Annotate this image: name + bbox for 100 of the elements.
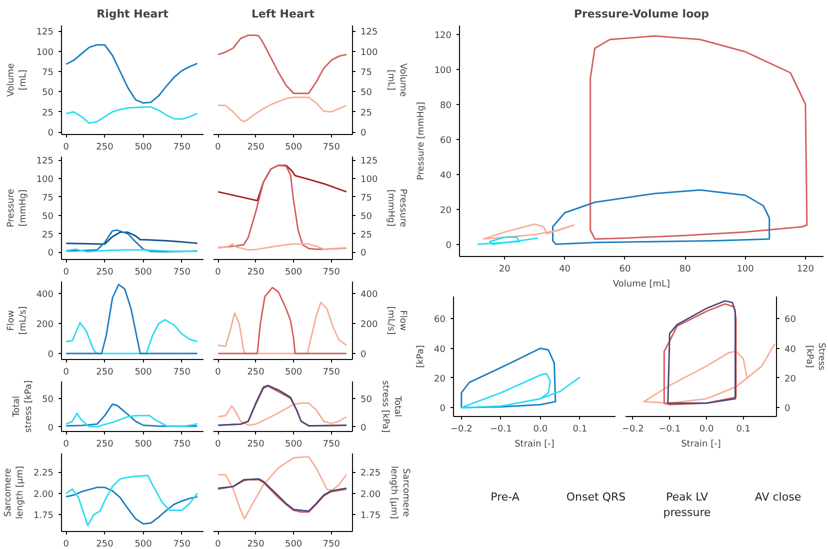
- y2-tick-label: 125: [360, 156, 378, 167]
- x-tick-label: 500: [284, 142, 302, 152]
- x-tick-label: 0.1: [736, 424, 751, 434]
- line-series: [482, 223, 575, 240]
- x-tick-label: 0: [63, 268, 70, 278]
- x-tick-label: 750: [173, 268, 191, 278]
- x-tick-label: 20: [498, 264, 511, 274]
- x-axis-title: Strain [-]: [681, 440, 721, 450]
- y-tick-label: 25: [42, 230, 54, 240]
- line-series: [65, 412, 198, 428]
- x-tick-label: 0: [215, 440, 222, 450]
- line-series: [65, 319, 198, 354]
- y2-tick-label: 2.25: [360, 468, 381, 479]
- x-tick-label: −0.2: [622, 424, 644, 434]
- y2-tick-label: 100: [360, 48, 378, 58]
- y2-tick-label: 100: [360, 175, 378, 186]
- line-series: [590, 35, 808, 240]
- y2-axis-title: Total stress [kPa]: [380, 380, 402, 433]
- y-tick-label: 0: [48, 350, 54, 360]
- x-tick-label: 120: [796, 264, 814, 274]
- line-series: [217, 286, 348, 354]
- y2-tick-label: 400: [360, 290, 378, 300]
- y2-tick-label: 200: [360, 320, 378, 330]
- x-tick-label: 0: [215, 268, 222, 278]
- y2-axis-title: Volume [mL]: [386, 63, 408, 98]
- y-tick-label: 100: [434, 66, 452, 76]
- line-series: [552, 189, 770, 245]
- y2-tick-label: 75: [360, 193, 372, 204]
- y-tick-label: 75: [42, 68, 54, 78]
- y-tick-label: 80: [440, 100, 452, 111]
- x-tick-label: 0.1: [572, 424, 588, 434]
- x-tick-label: 80: [679, 264, 692, 274]
- y-axis-title: [kPa]: [416, 345, 426, 368]
- y-tick-label: 60: [440, 136, 452, 146]
- y2-tick-label: 0: [784, 404, 790, 414]
- line-series: [460, 348, 556, 408]
- x-tick-label: 750: [322, 142, 340, 152]
- y-axis-title: Pressure [mmHg]: [416, 102, 426, 180]
- x-axis-title: Volume [mL]: [612, 280, 670, 290]
- y-tick-label: 2.25: [33, 468, 54, 479]
- line-series: [476, 236, 538, 245]
- y-axis-title: Sarcomere length [μm]: [3, 466, 26, 520]
- y-tick-label: 2.00: [33, 490, 54, 500]
- x-tick-label: 500: [284, 368, 302, 378]
- x-tick-label: 250: [96, 540, 114, 549]
- x-tick-label: 250: [96, 440, 114, 450]
- y2-tick-label: 20: [784, 374, 796, 384]
- x-tick-label: 100: [736, 264, 754, 274]
- y-tick-label: 50: [42, 212, 54, 222]
- x-tick-label: 40: [559, 264, 571, 274]
- y-tick-label: 40: [434, 344, 446, 355]
- x-tick-label: 500: [134, 142, 152, 152]
- y-tick-label: 200: [36, 320, 54, 330]
- x-tick-label: 250: [247, 142, 265, 152]
- line-series: [65, 474, 198, 526]
- x-tick-label: 750: [322, 540, 340, 549]
- line-series: [217, 164, 348, 250]
- chart-title: Pressure-Volume loop: [574, 8, 710, 20]
- x-tick-label: 500: [284, 440, 302, 450]
- line-series: [217, 302, 348, 354]
- y-axis-title: Volume [mL]: [6, 62, 28, 97]
- y-tick-label: 1.75: [33, 511, 54, 522]
- x-tick-label: 750: [173, 540, 191, 549]
- y-axis-title: Pressure [mmHg]: [6, 188, 28, 228]
- y-tick-label: 0: [48, 248, 54, 259]
- y2-tick-label: 0: [360, 350, 366, 360]
- x-tick-label: 750: [173, 440, 191, 450]
- x-tick-label: 250: [247, 540, 265, 549]
- y2-axis-title: Flow [mL/s]: [386, 306, 408, 335]
- y-tick-label: 120: [434, 30, 452, 41]
- y-tick-label: 75: [42, 193, 54, 204]
- y-axis-title: Flow [mL/s]: [6, 306, 28, 335]
- x-tick-label: 500: [134, 440, 152, 450]
- x-tick-label: 0: [215, 368, 222, 378]
- chart-title: Left Heart: [251, 8, 315, 20]
- line-series: [65, 106, 198, 124]
- y2-tick-label: 2.00: [360, 490, 381, 500]
- y2-tick-label: 50: [360, 212, 372, 222]
- y-tick-label: 50: [42, 88, 54, 98]
- x-tick-label: 500: [134, 540, 152, 549]
- x-tick-label: 0: [63, 142, 70, 152]
- line-series: [217, 456, 348, 520]
- x-tick-label: 500: [284, 268, 302, 278]
- y2-axis-title: Sarcomere length [μm]: [388, 466, 411, 520]
- y-tick-label: 40: [440, 170, 452, 181]
- y-tick-label: 0: [446, 240, 452, 251]
- x-tick-label: 500: [134, 368, 152, 378]
- y2-tick-label: 50: [360, 395, 372, 406]
- y-tick-label: 100: [36, 48, 54, 58]
- y2-tick-label: 50: [360, 88, 372, 98]
- y-tick-label: 0: [440, 404, 446, 414]
- y-axis-title: Total stress [kPa]: [12, 380, 34, 433]
- line-series: [65, 284, 198, 354]
- x-tick-label: −0.1: [490, 424, 512, 434]
- y2-axis-title: Stress [kPa]: [804, 342, 826, 371]
- y2-tick-label: 25: [360, 108, 372, 118]
- x-tick-label: 250: [96, 142, 114, 152]
- x-tick-label: 500: [134, 268, 152, 278]
- x-tick-label: 250: [247, 268, 265, 278]
- line-series: [65, 403, 198, 427]
